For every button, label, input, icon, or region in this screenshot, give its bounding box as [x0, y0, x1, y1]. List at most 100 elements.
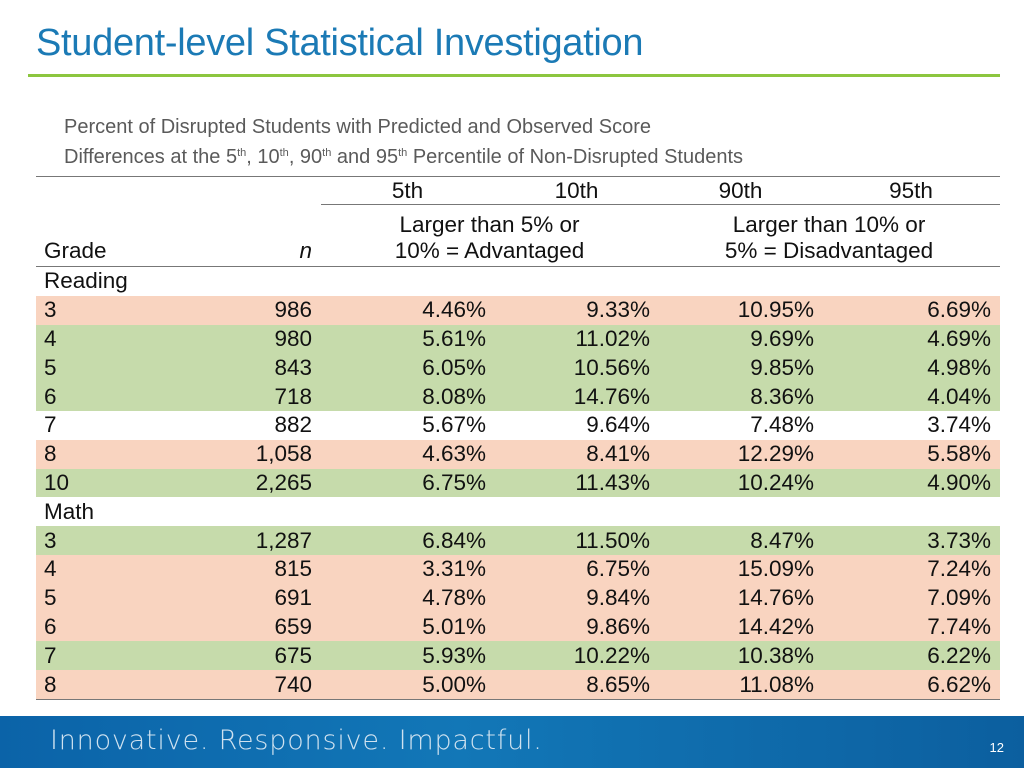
cell-p95: 3.73% [823, 526, 1000, 555]
cell-p10: 11.02% [495, 324, 659, 354]
header-blank [36, 176, 161, 205]
cell-p5: 5.01% [321, 612, 495, 642]
cell-p95: 7.24% [823, 554, 1000, 584]
table-body: Reading 3 986 4.46% 9.33% 10.95% 6.69% 4 980 5.61… [36, 266, 1000, 700]
cell-p10: 9.84% [495, 583, 659, 613]
cell-grade: 5 [36, 583, 161, 613]
cell-p90: 14.76% [659, 583, 823, 613]
cell-p5: 3.31% [321, 554, 495, 584]
table-row: 8 1,058 4.63% 8.41% 12.29% 5.58% [36, 439, 1000, 469]
cell-p10: 6.75% [495, 554, 659, 584]
cell-n: 980 [161, 324, 321, 354]
section-row: Reading [36, 266, 1000, 296]
table-row: 5 691 4.78% 9.84% 14.76% 7.09% [36, 583, 1000, 613]
cell-p95: 3.74% [823, 410, 1000, 440]
cell-p5: 5.00% [321, 670, 495, 700]
cell-p10: 8.41% [495, 439, 659, 469]
header-10th: 10th [495, 176, 659, 205]
table-row: 6 718 8.08% 14.76% 8.36% 4.04% [36, 382, 1000, 411]
cell-n: 675 [161, 641, 321, 671]
cell-p5: 6.75% [321, 468, 495, 498]
cell-p95: 6.22% [823, 641, 1000, 671]
cell-p5: 5.93% [321, 641, 495, 671]
caption-text: Differences at the 5 [64, 146, 238, 168]
cell-p90: 10.24% [659, 468, 823, 498]
caption-text: Percentile of Non-Disrupted Students [407, 146, 744, 168]
header-advantaged-group: Larger than 5% or 10% = Advantaged [321, 205, 659, 267]
table-row: 3 986 4.46% 9.33% 10.95% 6.69% [36, 295, 1000, 325]
cell-n: 882 [161, 410, 321, 440]
cell-grade: 3 [36, 295, 161, 325]
cell-p10: 8.65% [495, 670, 659, 700]
cell-n: 986 [161, 295, 321, 325]
cell-grade: 6 [36, 382, 161, 411]
cell-grade: 7 [36, 410, 161, 440]
table-row: 7 882 5.67% 9.64% 7.48% 3.74% [36, 410, 1000, 440]
header-advantaged-line-1: Larger than 5% or [399, 212, 580, 237]
cell-n: 718 [161, 382, 321, 411]
header-row-percentiles: 5th 10th 90th 95th [36, 176, 1000, 205]
cell-n: 815 [161, 554, 321, 584]
cell-n: 659 [161, 612, 321, 642]
cell-p10: 9.86% [495, 612, 659, 642]
cell-p90: 12.29% [659, 439, 823, 469]
cell-n: 740 [161, 670, 321, 700]
percentile-table-container: 5th 10th 90th 95th Grade n Larger than 5… [36, 176, 1000, 700]
cell-grade: 8 [36, 439, 161, 469]
cell-p90: 9.85% [659, 353, 823, 383]
cell-p10: 11.43% [495, 468, 659, 498]
cell-p10: 11.50% [495, 526, 659, 555]
table-row: 4 980 5.61% 11.02% 9.69% 4.69% [36, 324, 1000, 354]
section-label: Math [36, 497, 1000, 527]
cell-p95: 4.04% [823, 382, 1000, 411]
cell-grade: 4 [36, 324, 161, 354]
cell-grade: 4 [36, 554, 161, 584]
table-row: 10 2,265 6.75% 11.43% 10.24% 4.90% [36, 468, 1000, 498]
header-disadvantaged-line-1: Larger than 10% or [732, 212, 926, 237]
cell-grade: 6 [36, 612, 161, 642]
cell-p10: 10.56% [495, 353, 659, 383]
header-n: n [299, 238, 312, 263]
caption-text: , 90 [288, 146, 323, 168]
section-label: Reading [36, 266, 1000, 296]
cell-p10: 9.33% [495, 295, 659, 325]
cell-p90: 11.08% [659, 670, 823, 700]
cell-p95: 4.90% [823, 468, 1000, 498]
cell-grade: 7 [36, 641, 161, 671]
cell-grade: 5 [36, 353, 161, 383]
table-row: 8 740 5.00% 8.65% 11.08% 6.62% [36, 670, 1000, 700]
cell-p90: 9.69% [659, 324, 823, 354]
cell-n: 2,265 [161, 468, 321, 498]
cell-p5: 4.78% [321, 583, 495, 613]
section-row: Math [36, 497, 1000, 527]
cell-p90: 15.09% [659, 554, 823, 584]
footer-tagline: Innovative. Responsive. Impactful. [50, 725, 543, 756]
cell-p90: 7.48% [659, 410, 823, 440]
cell-p95: 5.58% [823, 439, 1000, 469]
header-5th: 5th [321, 176, 495, 205]
percentile-table: 5th 10th 90th 95th Grade n Larger than 5… [36, 176, 1000, 700]
table-row: 3 1,287 6.84% 11.50% 8.47% 3.73% [36, 526, 1000, 555]
header-advantaged-line-2: 10% = Advantaged [394, 238, 585, 263]
cell-grade: 8 [36, 670, 161, 700]
slide-title: Student-level Statistical Investigation [36, 22, 644, 64]
caption-superscript: th [398, 147, 408, 159]
header-blank [161, 176, 321, 205]
cell-n: 691 [161, 583, 321, 613]
table-row: 6 659 5.01% 9.86% 14.42% 7.74% [36, 612, 1000, 642]
cell-p5: 5.61% [321, 324, 495, 354]
cell-grade: 10 [36, 468, 161, 498]
cell-p5: 5.67% [321, 410, 495, 440]
header-row-groups: Grade n Larger than 5% or 10% = Advantag… [36, 205, 1000, 267]
cell-p5: 6.84% [321, 526, 495, 555]
caption-text: , 10 [246, 146, 280, 168]
header-disadvantaged-line-2: 5% = Disadvantaged [724, 238, 934, 263]
cell-p90: 10.95% [659, 295, 823, 325]
caption-superscript: th [322, 147, 332, 159]
header-95th: 95th [823, 176, 1000, 205]
cell-n: 1,287 [161, 526, 321, 555]
page-number: 12 [989, 740, 1004, 755]
cell-p90: 8.47% [659, 526, 823, 555]
table-row: 4 815 3.31% 6.75% 15.09% 7.24% [36, 554, 1000, 584]
cell-p95: 4.69% [823, 324, 1000, 354]
